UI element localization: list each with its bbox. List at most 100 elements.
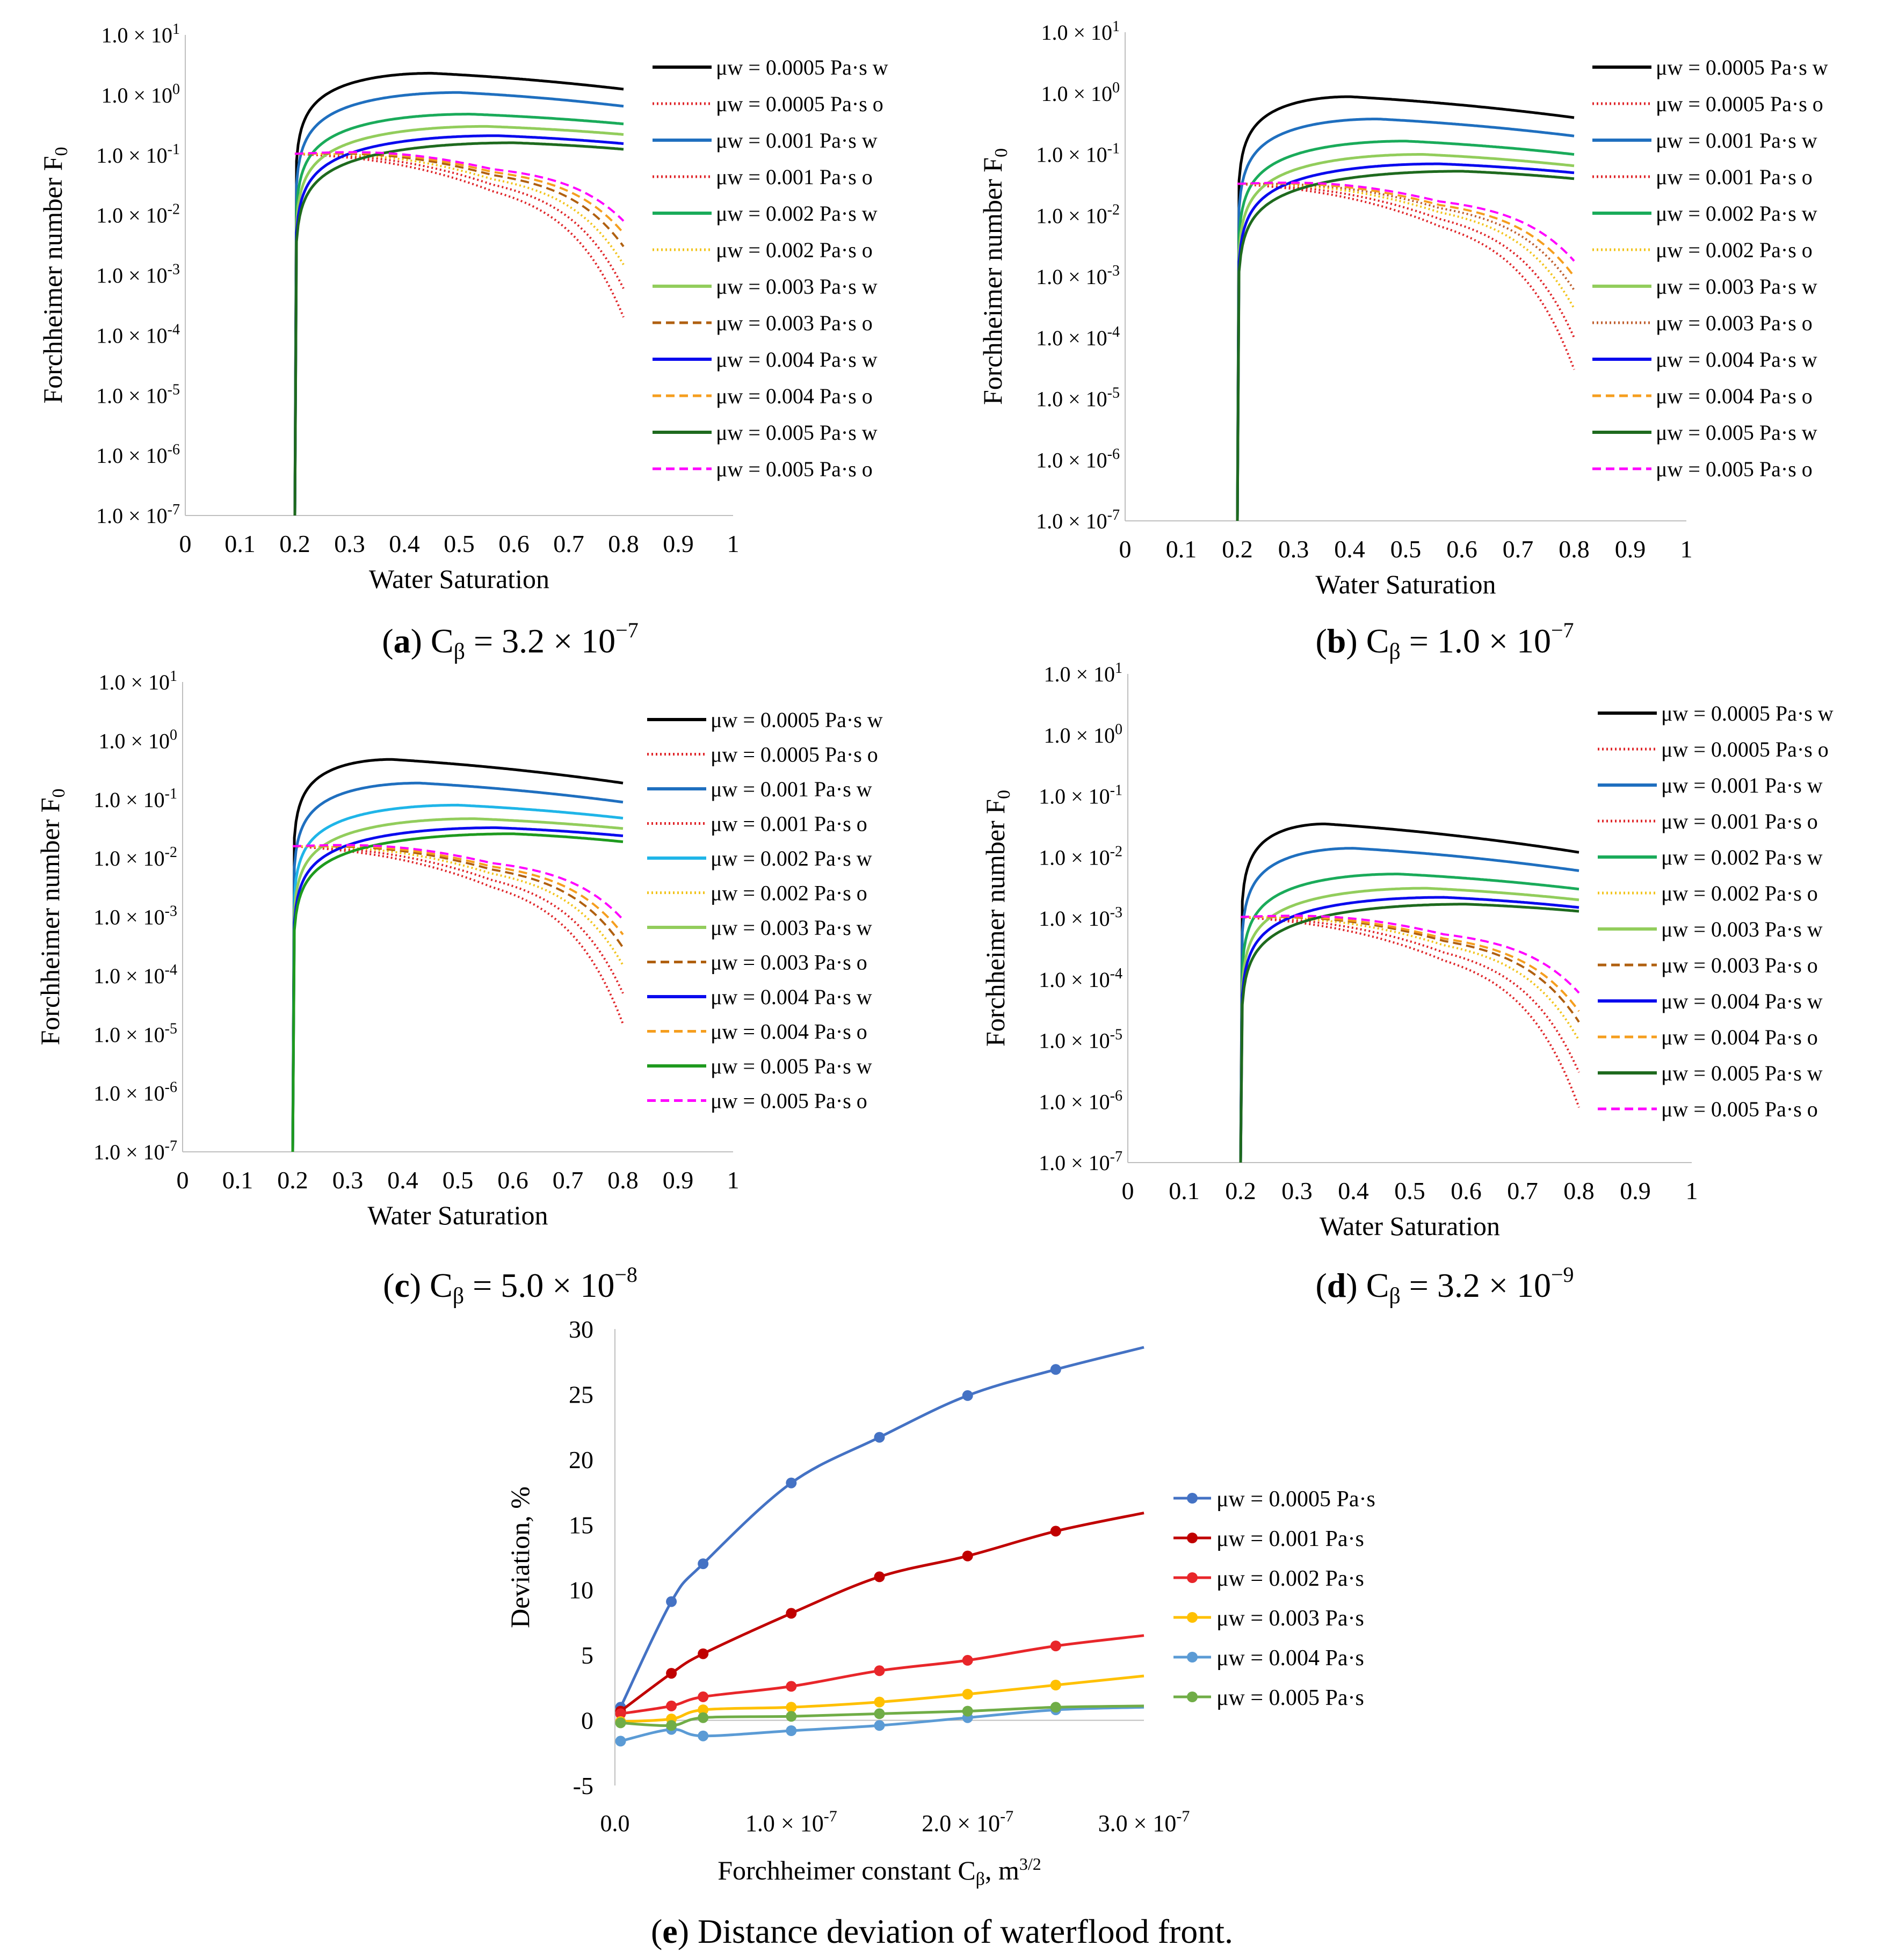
x-tick-label: 0.8 [608,530,639,557]
y-tick-exponent: -6 [1110,1087,1122,1104]
x-tick-label: 0.9 [663,1166,694,1194]
x-axis-title: Water Saturation [369,564,549,594]
y-tick-label: 1.0 × 10-4 [96,321,180,347]
series-line [1240,914,1580,994]
y-tick-label: 1.0 × 100 [101,81,180,107]
y-tick-label: 1.0 × 10-1 [96,141,180,168]
y-tick-label: -5 [573,1772,593,1799]
series-line [1240,916,1580,1073]
legend-label: μw = 0.0005 Pa·s o [1656,92,1823,116]
legend-label: μw = 0.003 Pa·s w [711,916,872,940]
data-point [874,1696,885,1708]
x-tick-label: 0.4 [389,530,420,557]
x-tick-label: 0.8 [607,1166,639,1194]
y-axis-title-sub: 0 [994,790,1014,799]
x-tick-label: 0.5 [444,530,475,557]
legend-label: μw = 0.001 Pa·s [1216,1527,1364,1551]
series-line [1237,183,1575,370]
x-tick-label: 0 [179,530,192,557]
x-axis-title-tail: , m [985,1855,1019,1885]
y-tick-exponent: -4 [165,962,177,978]
x-tick-label: 1 [727,1166,740,1194]
series-line [291,803,624,1152]
x-axis-title-main: Forchheimer constant C [718,1855,975,1885]
series-line [292,845,624,935]
legend-label: μw = 0.003 Pa·s o [716,311,873,335]
data-point [786,1608,797,1619]
chart-d: 1.0 × 10-71.0 × 10-61.0 × 10-51.0 × 10-4… [980,660,1834,1241]
y-axis-title-main: Forchheimer number F [35,797,65,1045]
caption-e: (e) Distance deviation of waterflood fro… [650,1912,1234,1950]
y-tick-exponent: 0 [170,727,177,743]
x-tick-label: 0.6 [1451,1177,1482,1204]
x-tick-label: 0.8 [1563,1177,1595,1204]
y-tick-mantissa: 1.0 × 10 [93,846,165,870]
x-tick-label: 0.3 [332,1166,364,1194]
caption-b: (b) Cβ = 1.0 × 10−7 [1315,618,1574,664]
y-tick-mantissa: 1.0 × 10 [101,83,172,107]
x-axis-title-sub: β [976,1869,985,1889]
y-tick-exponent: 1 [1112,18,1120,35]
y-tick-mantissa: 1.0 × 10 [93,788,165,812]
y-tick-label: 1.0 × 10-7 [1036,507,1120,533]
series-line [291,832,624,1152]
y-tick-exponent: -3 [168,262,180,278]
legend-label: μw = 0.001 Pa·s w [716,128,878,153]
y-tick-mantissa: 1.0 × 10 [96,143,168,168]
series-line [1241,916,1580,1041]
x-tick-label: 0.2 [1225,1177,1256,1204]
series-line [294,152,625,248]
y-tick-mantissa: 1.0 × 10 [96,504,168,528]
data-point [962,1550,973,1562]
y-tick-label: 1.0 × 10-6 [1036,446,1120,472]
legend-label: μw = 0.001 Pa·s w [711,777,872,801]
y-tick-mantissa: 1.0 × 10 [93,964,165,988]
y-tick-mantissa: 1.0 × 10 [96,444,168,468]
series-line [1237,183,1575,291]
y-tick-exponent: 1 [1115,660,1122,677]
y-tick-exponent: -2 [1107,201,1120,218]
y-axis-title-main: Forchheimer number F [977,157,1008,405]
y-tick-exponent: -6 [168,441,180,458]
legend-label: μw = 0.0005 Pa·s o [711,743,878,767]
legend-label: μw = 0.0005 Pa·s o [716,92,883,116]
legend-label: μw = 0.005 Pa·s o [1656,457,1813,481]
series-line [1239,896,1579,1163]
x-tick-label: 0.5 [1390,535,1422,563]
legend-label: μw = 0.003 Pa·s w [1656,274,1817,299]
legend-marker [1187,1692,1198,1702]
legend-label: μw = 0.001 Pa·s w [1656,128,1817,153]
legend-label: μw = 0.005 Pa·s o [716,457,873,481]
y-tick-mantissa: 1.0 × 10 [1039,1029,1110,1053]
data-point [698,1691,709,1702]
data-point [786,1681,797,1692]
legend-label: μw = 0.001 Pa·s w [1661,773,1823,797]
y-axis-title: Forchheimer number F0 [980,790,1014,1047]
y-tick-mantissa: 1.0 × 10 [1036,143,1107,167]
y-tick-label: 1.0 × 101 [101,21,180,47]
y-tick-exponent: 0 [1115,721,1122,738]
series-line [1236,153,1575,521]
data-point [786,1711,797,1722]
y-tick-exponent: -4 [1110,966,1122,982]
y-tick-label: 1.0 × 10-3 [1036,263,1120,289]
y-tick-mantissa: 1.0 × 10 [98,670,170,694]
data-point [698,1558,709,1570]
legend-label: μw = 0.0005 Pa·s w [1661,701,1834,725]
y-tick-mantissa: 1.0 × 10 [1036,448,1107,472]
legend-label: μw = 0.001 Pa·s o [711,812,867,836]
x-tick-label: 0.6 [497,1166,528,1194]
legend-marker [1187,1612,1198,1623]
x-tick-label: 2.0 × 10-7 [922,1807,1013,1836]
y-axis-title: Forchheimer number F0 [38,147,71,403]
y-tick-mantissa: 1.0 × 10 [93,1140,165,1164]
legend-label: μw = 0.005 Pa·s o [711,1089,867,1113]
y-tick-mantissa: 1.0 × 10 [1039,845,1110,869]
legend-label: μw = 0.005 Pa·s w [716,420,878,445]
y-tick-exponent: -1 [1107,141,1120,157]
y-tick-mantissa: 1.0 × 10 [1041,20,1112,45]
x-tick-label: 0.9 [1615,535,1646,563]
series-line [292,845,624,994]
x-tick-exponent: -7 [824,1807,837,1825]
series-line [291,781,624,1152]
